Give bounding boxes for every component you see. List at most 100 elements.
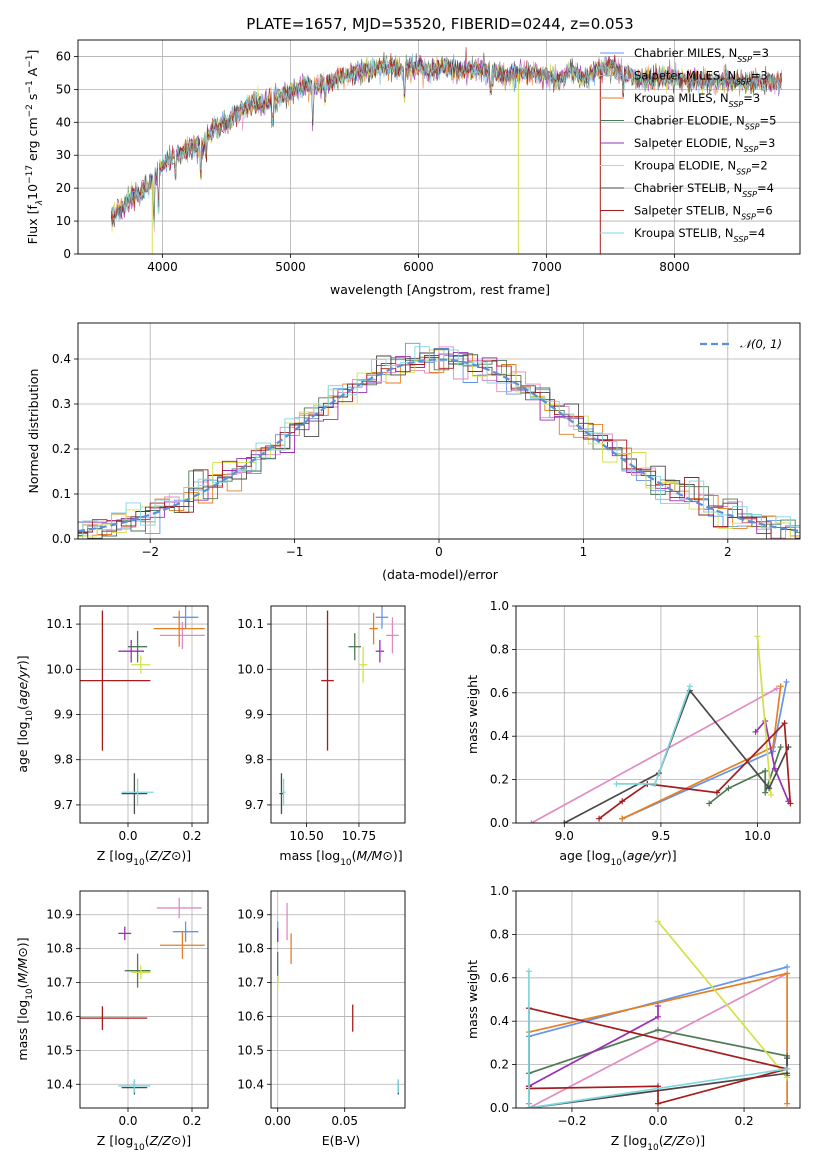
x-tick-label: 9.5: [651, 829, 670, 843]
x-tick-label: −2: [141, 545, 159, 559]
y-tick-label: 20: [56, 181, 71, 195]
x-tick-label: 4000: [147, 260, 178, 274]
chart-weight_vs_age: 9.0 9.5 10.0 0.0 0.2 0.4 0.6 0.8 1.0 age [log10(a…: [465, 599, 801, 868]
spectrum-line-salpeter-elodie: [111, 55, 783, 227]
x-tick-label: 0.05: [331, 1114, 358, 1128]
weight-line: [598, 721, 792, 820]
x-tick-label: 8000: [659, 260, 690, 274]
y-tick-label: 0.1: [52, 487, 71, 501]
legend-entry: Kroupa STELIB, NSSP=4: [634, 226, 765, 244]
x-axis-label: (data-model)/error: [382, 567, 499, 582]
weight-line: [754, 719, 790, 802]
point-salpeter-miles: [160, 621, 205, 649]
y-tick-label: 60: [56, 49, 71, 63]
y-tick-label: 0.8: [490, 927, 509, 941]
axes-frame: [515, 890, 801, 1109]
y-tick-label: 0.8: [490, 642, 509, 656]
y-tick-label: 30: [56, 148, 71, 162]
x-tick-label: 0.2: [735, 1114, 754, 1128]
y-tick-label: 10.9: [237, 908, 264, 922]
legend-entry: Salpeter ELODIE, NSSP=3: [634, 136, 775, 154]
x-tick-label: 9.0: [555, 829, 574, 843]
y-tick-label: 0.3: [52, 397, 71, 411]
legend-entry: Salpeter STELIB, NSSP=6: [634, 204, 773, 222]
x-axis-label: Z [log10(Z/Z⊙)]: [97, 848, 191, 868]
point-chabrier-stelib: [121, 773, 148, 814]
weight-series-salpeter-elodie: [525, 1003, 661, 1090]
axes-frame: [270, 890, 406, 1109]
x-tick-label: 5000: [275, 260, 306, 274]
y-tick-label: 0.6: [490, 686, 509, 700]
plot-area-residuals: [78, 342, 800, 539]
axes-frame: [77, 39, 801, 255]
y-tick-label: 10.9: [46, 908, 73, 922]
x-tick-label: 0.2: [182, 829, 201, 843]
point-kroupa-miles: [160, 931, 205, 959]
y-tick-label: 0.4: [490, 729, 509, 743]
y-tick-label: 9.9: [54, 708, 73, 722]
weight-series-kroupa-stelib: [525, 968, 791, 1108]
y-tick-label: 10.7: [237, 976, 264, 990]
chart-age_vs_mass: 10.50 10.75 9.7 9.8 9.9 10.0 10.1 mass [log10(M…: [237, 605, 406, 868]
weight-line: [657, 920, 788, 1079]
x-tick-label: 0.00: [264, 1114, 291, 1128]
point-kroupa-miles: [369, 612, 378, 645]
weight-series-chabrier-miles: [619, 678, 790, 822]
plot-area-mass_vs_Z: [80, 897, 205, 1095]
y-tick-label: 0.4: [490, 1014, 509, 1028]
weight-line: [563, 688, 790, 823]
y-tick-label: 10.4: [237, 1077, 264, 1091]
x-axis-label: E(B-V): [322, 1133, 361, 1148]
plot-area-weight_vs_age: [528, 633, 794, 823]
y-tick-label: 40: [56, 115, 71, 129]
axes-frame: [77, 322, 801, 540]
weight-line: [528, 972, 788, 1108]
x-tick-label: 6000: [403, 260, 434, 274]
x-axis-label: Z [log10(Z/Z⊙)]: [97, 1133, 191, 1153]
point-kroupa-elodie: [358, 646, 368, 683]
plot-area-mass_vs_EBV: [277, 902, 399, 1095]
chart-weight_vs_Z: −0.2 0.0 0.2 0.0 0.2 0.4 0.6 0.8 1.0 Z [log10(Z/Z…: [465, 884, 801, 1153]
chart-mass_vs_EBV: 0.00 0.05 10.4 10.5 10.6 10.7 10.8 10.9 E(B-V): [237, 890, 406, 1148]
y-tick-label: 0.2: [490, 1058, 509, 1072]
plot-area-weight_vs_Z: [525, 918, 791, 1108]
y-axis-label: mass weight: [465, 960, 480, 1039]
y-axis-label: mass weight: [465, 675, 480, 754]
x-tick-label: 1: [580, 545, 588, 559]
point-salpeter-stelib: [321, 610, 334, 751]
chart-residuals: −2 −1 0 1 2 0.0 0.1 0.2 0.3 0.4 (data-model)/error…: [26, 322, 801, 582]
residual-histogram-kroupa-stelib: [78, 346, 800, 539]
point-salpeter-miles: [156, 897, 202, 919]
plot-area-age_vs_Z: [80, 606, 205, 814]
chart-spectrum: 4000 5000 6000 7000 8000 0 10 20 30 40 50 60 wavelen…: [25, 39, 801, 297]
x-tick-label: 0.2: [182, 1114, 201, 1128]
y-tick-label: 0.0: [52, 532, 71, 546]
weight-series-kroupa-elodie: [754, 633, 775, 798]
y-tick-label: 9.8: [245, 753, 264, 767]
point-salpeter-elodie: [118, 926, 132, 941]
x-tick-label: 10.0: [744, 829, 771, 843]
axes-frame: [79, 605, 209, 824]
axes-frame: [79, 890, 209, 1109]
weight-line: [756, 636, 772, 795]
y-tick-label: 9.7: [245, 798, 264, 812]
residual-histogram-salpeter-stelib: [78, 354, 800, 539]
weight-series-kroupa-miles: [619, 683, 784, 822]
y-tick-label: 10.8: [46, 942, 73, 956]
y-axis-label: Normed distribution: [26, 369, 41, 494]
x-tick-label: 7000: [531, 260, 562, 274]
chart-mass_vs_Z: 0.0 0.2 10.4 10.5 10.6 10.7 10.8 10.9 Z [log10(Z…: [15, 890, 209, 1153]
y-tick-label: 10.8: [237, 942, 264, 956]
x-axis-label: mass [log10(M/M⊙)]: [279, 848, 402, 868]
y-tick-label: 0: [63, 247, 71, 261]
point-kroupa-stelib: [121, 778, 154, 806]
y-tick-label: 10: [56, 214, 71, 228]
point-kroupa-elodie: [131, 965, 151, 980]
y-tick-label: 10.5: [46, 1043, 73, 1057]
spectrum-legend: Chabrier MILES, NSSP=3 Salpeter MILES, NS…: [600, 46, 776, 244]
legend-entry: Kroupa ELODIE, NSSP=2: [634, 159, 768, 177]
residual-histogram-chabrier-stelib: [78, 348, 800, 539]
weight-series-kroupa-stelib: [613, 683, 693, 787]
y-tick-label: 10.1: [46, 617, 73, 631]
